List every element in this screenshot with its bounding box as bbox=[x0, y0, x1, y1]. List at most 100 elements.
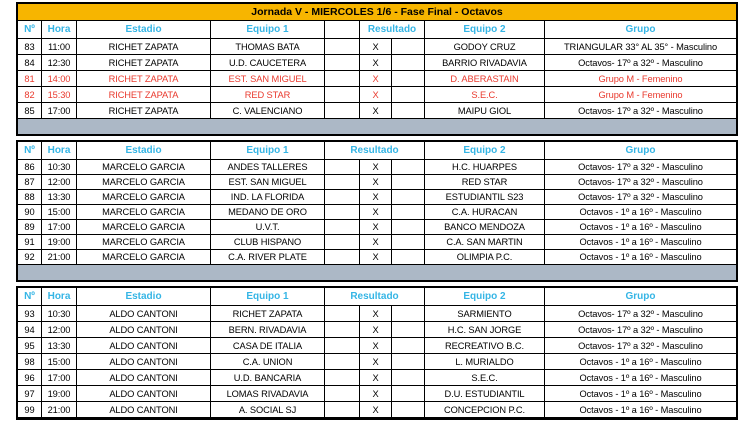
cell-result-x: X bbox=[360, 354, 392, 370]
cell-grupo: Octavos- 17º a 32º - Masculino bbox=[545, 306, 736, 322]
cell-result-left bbox=[325, 87, 360, 103]
column-header-grupo: Grupo bbox=[545, 288, 736, 306]
cell-estadio: ALDO CANTONI bbox=[77, 338, 211, 354]
cell-equipo1: BERN. RIVADAVIA bbox=[211, 322, 325, 338]
cell-result-left bbox=[325, 39, 360, 55]
cell-equipo2: OLIMPIA P.C. bbox=[425, 250, 545, 265]
cell-hora: 10:30 bbox=[42, 306, 77, 322]
cell-result-left bbox=[325, 71, 360, 87]
match-row: 84 12:30 RICHET ZAPATA U.D. CAUCETERA X BARRI… bbox=[18, 55, 736, 71]
match-row: 88 13:30 MARCELO GARCIA IND. LA FLORIDA X EST… bbox=[18, 190, 736, 205]
cell-hora: 21:00 bbox=[42, 250, 77, 265]
column-header-equipo2: Equipo 2 bbox=[425, 142, 545, 160]
cell-hora: 12:30 bbox=[42, 55, 77, 71]
cell-equipo2: MAIPU GIOL bbox=[425, 103, 545, 119]
cell-result-x: X bbox=[360, 370, 392, 386]
cell-result-right bbox=[392, 175, 425, 190]
cell-equipo2: GODOY CRUZ bbox=[425, 39, 545, 55]
cell-estadio: MARCELO GARCIA bbox=[77, 160, 211, 175]
column-header-resultado: Resultado bbox=[360, 21, 425, 39]
cell-match-number: 91 bbox=[18, 235, 42, 250]
cell-grupo: Octavos- 17º a 32º - Masculino bbox=[545, 175, 736, 190]
column-header-resultado: Resultado bbox=[325, 142, 425, 160]
cell-match-number: 92 bbox=[18, 250, 42, 265]
cell-equipo2: RECREATIVO B.C. bbox=[425, 338, 545, 354]
cell-result-x: X bbox=[360, 103, 392, 119]
cell-result-x: X bbox=[360, 55, 392, 71]
cell-result-left bbox=[325, 354, 360, 370]
cell-result-x: X bbox=[360, 402, 392, 418]
cell-match-number: 84 bbox=[18, 55, 42, 71]
cell-result-x: X bbox=[360, 87, 392, 103]
cell-grupo: Octavos- 17º a 32º - Masculino bbox=[545, 322, 736, 338]
cell-result-right bbox=[392, 370, 425, 386]
match-row: 81 14:00 RICHET ZAPATA EST. SAN MIGUEL X D. A… bbox=[18, 71, 736, 87]
cell-estadio: ALDO CANTONI bbox=[77, 370, 211, 386]
cell-result-left bbox=[325, 250, 360, 265]
match-row: 89 17:00 MARCELO GARCIA U.V.T. X BANCO MENDOZ… bbox=[18, 220, 736, 235]
cell-estadio: ALDO CANTONI bbox=[77, 354, 211, 370]
column-header-equipo2: Equipo 2 bbox=[425, 288, 545, 306]
cell-result-left bbox=[325, 205, 360, 220]
cell-equipo1: C. VALENCIANO bbox=[211, 103, 325, 119]
match-row: 98 15:00 ALDO CANTONI C.A. UNION X L. MURIALD… bbox=[18, 354, 736, 370]
cell-result-right bbox=[392, 103, 425, 119]
column-header-estadio: Estadio bbox=[77, 142, 211, 160]
cell-match-number: 95 bbox=[18, 338, 42, 354]
cell-result-x: X bbox=[360, 160, 392, 175]
cell-match-number: 85 bbox=[18, 103, 42, 119]
cell-grupo: Octavos- 17º a 32º - Masculino bbox=[545, 160, 736, 175]
cell-estadio: MARCELO GARCIA bbox=[77, 190, 211, 205]
cell-estadio: RICHET ZAPATA bbox=[77, 39, 211, 55]
cell-result-x: X bbox=[360, 322, 392, 338]
cell-match-number: 97 bbox=[18, 386, 42, 402]
cell-grupo: Octavos - 1º a 16º - Masculino bbox=[545, 250, 736, 265]
section-1: Jornada V - MIERCOLES 1/6 - Fase Final -… bbox=[16, 2, 738, 136]
cell-match-number: 90 bbox=[18, 205, 42, 220]
cell-result-left bbox=[325, 386, 360, 402]
cell-result-x: X bbox=[360, 338, 392, 354]
cell-grupo: Grupo M - Femenino bbox=[545, 87, 736, 103]
cell-estadio: RICHET ZAPATA bbox=[77, 55, 211, 71]
cell-equipo2: SARMIENTO bbox=[425, 306, 545, 322]
cell-match-number: 81 bbox=[18, 71, 42, 87]
cell-result-left bbox=[325, 160, 360, 175]
cell-result-left bbox=[325, 190, 360, 205]
cell-hora: 14:00 bbox=[42, 71, 77, 87]
cell-result-right bbox=[392, 322, 425, 338]
cell-equipo2: RED STAR bbox=[425, 175, 545, 190]
cell-equipo2: H.C. SAN JORGE bbox=[425, 322, 545, 338]
column-header-num: Nº bbox=[18, 142, 42, 160]
column-header-equipo1: Equipo 1 bbox=[211, 142, 325, 160]
column-header-equipo1: Equipo 1 bbox=[211, 288, 325, 306]
cell-result-x: X bbox=[360, 175, 392, 190]
cell-result-x: X bbox=[360, 386, 392, 402]
cell-match-number: 96 bbox=[18, 370, 42, 386]
cell-hora: 17:00 bbox=[42, 370, 77, 386]
cell-result-right bbox=[392, 87, 425, 103]
cell-match-number: 87 bbox=[18, 175, 42, 190]
column-header-hora: Hora bbox=[42, 288, 77, 306]
match-row: 93 10:30 ALDO CANTONI RICHET ZAPATA X SARMIEN… bbox=[18, 306, 736, 322]
column-header-row: Nº Hora Estadio Equipo 1 Resultado Equipo 2 Gr… bbox=[18, 21, 736, 39]
cell-hora: 12:00 bbox=[42, 175, 77, 190]
column-header-empty bbox=[325, 21, 360, 39]
cell-result-right bbox=[392, 354, 425, 370]
cell-result-x: X bbox=[360, 220, 392, 235]
cell-grupo: Octavos- 17º a 32º - Masculino bbox=[545, 103, 736, 119]
cell-result-right bbox=[392, 55, 425, 71]
match-row: 95 13:30 ALDO CANTONI CASA DE ITALIA X RECREA… bbox=[18, 338, 736, 354]
cell-match-number: 99 bbox=[18, 402, 42, 418]
cell-grupo: Grupo M - Femenino bbox=[545, 71, 736, 87]
cell-match-number: 88 bbox=[18, 190, 42, 205]
cell-result-x: X bbox=[360, 250, 392, 265]
cell-match-number: 89 bbox=[18, 220, 42, 235]
cell-equipo2: S.E.C. bbox=[425, 370, 545, 386]
cell-hora: 17:00 bbox=[42, 220, 77, 235]
column-header-hora: Hora bbox=[42, 21, 77, 39]
cell-grupo: Octavos - 1º a 16º - Masculino bbox=[545, 205, 736, 220]
match-row: 83 11:00 RICHET ZAPATA THOMAS BATA X GODOY CR… bbox=[18, 39, 736, 55]
section-3: Nº Hora Estadio Equipo 1 Resultado Equipo 2 Gr… bbox=[16, 286, 738, 420]
cell-equipo2: C.A. HURACAN bbox=[425, 205, 545, 220]
cell-equipo1: EST. SAN MIGUEL bbox=[211, 71, 325, 87]
